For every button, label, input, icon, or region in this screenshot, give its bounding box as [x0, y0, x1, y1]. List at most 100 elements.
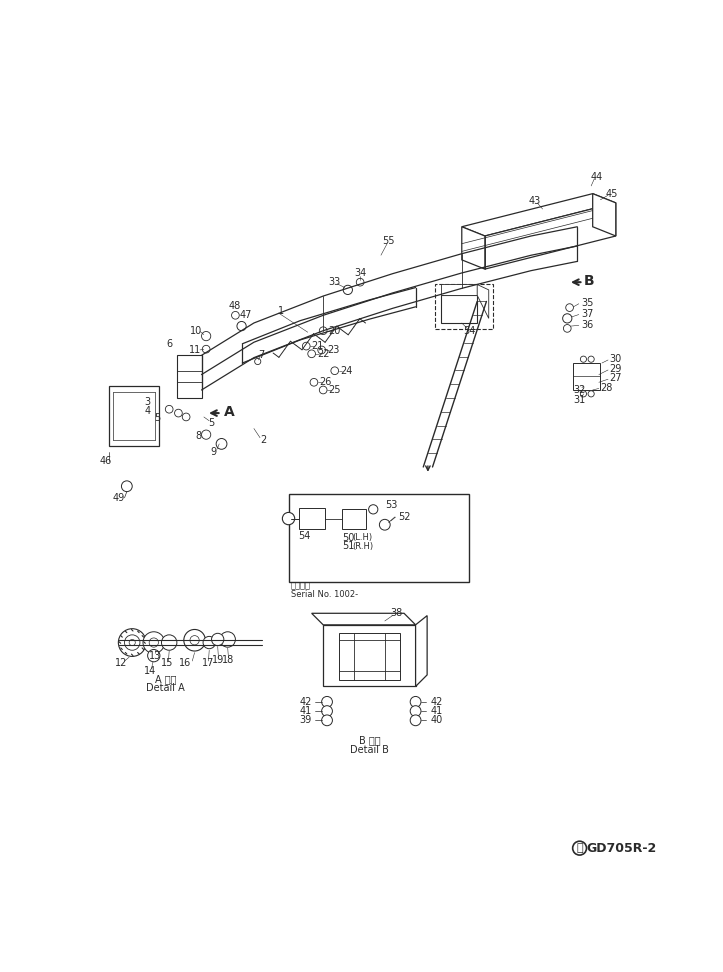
Text: 13: 13: [149, 650, 161, 661]
Polygon shape: [573, 363, 600, 390]
Circle shape: [147, 649, 160, 662]
Circle shape: [202, 331, 211, 341]
Circle shape: [254, 359, 261, 364]
Text: 34: 34: [354, 268, 367, 278]
Circle shape: [322, 697, 333, 708]
Text: 11: 11: [189, 345, 201, 355]
Circle shape: [202, 345, 210, 353]
Circle shape: [318, 346, 325, 354]
Polygon shape: [441, 295, 477, 323]
Bar: [177, 356, 202, 398]
Circle shape: [129, 640, 135, 645]
Text: 36: 36: [581, 320, 594, 330]
Circle shape: [588, 356, 594, 363]
Text: 38: 38: [390, 608, 403, 618]
Polygon shape: [462, 193, 616, 236]
Polygon shape: [477, 285, 489, 319]
Text: Detail A: Detail A: [146, 683, 184, 693]
Text: Detail B: Detail B: [350, 745, 389, 754]
Bar: [288, 494, 469, 582]
Circle shape: [283, 512, 295, 525]
Text: 23: 23: [327, 345, 339, 355]
Circle shape: [369, 504, 378, 514]
Circle shape: [322, 706, 333, 716]
Bar: [299, 507, 325, 530]
Circle shape: [308, 350, 315, 358]
Circle shape: [322, 715, 333, 726]
Circle shape: [190, 636, 200, 644]
Bar: [343, 509, 366, 529]
Text: 14: 14: [144, 666, 156, 677]
Circle shape: [174, 409, 182, 417]
Text: B 詳細: B 詳細: [359, 736, 380, 746]
Polygon shape: [416, 615, 427, 686]
Circle shape: [565, 303, 573, 311]
Text: 10: 10: [190, 326, 202, 335]
Text: 33: 33: [329, 277, 341, 287]
Circle shape: [562, 314, 572, 323]
Text: 53: 53: [385, 500, 397, 509]
Text: 5: 5: [155, 413, 161, 424]
Text: 41: 41: [299, 706, 312, 716]
Text: 54: 54: [298, 532, 310, 541]
Circle shape: [588, 391, 594, 397]
Text: 8: 8: [195, 432, 202, 441]
Circle shape: [124, 635, 140, 650]
Text: 12: 12: [114, 658, 127, 669]
Text: Ⓐ: Ⓐ: [576, 843, 583, 853]
Text: 28: 28: [600, 383, 613, 393]
Text: 35: 35: [581, 298, 594, 308]
Text: 30: 30: [609, 354, 622, 364]
Text: 54: 54: [463, 326, 476, 335]
Text: 46: 46: [100, 456, 112, 466]
Text: 27: 27: [609, 373, 622, 383]
Text: 15: 15: [161, 658, 173, 669]
Text: 29: 29: [609, 364, 622, 374]
Text: 41: 41: [431, 706, 443, 716]
Text: 31: 31: [573, 395, 586, 405]
Text: 39: 39: [299, 715, 312, 725]
Text: 22: 22: [317, 349, 330, 359]
Text: GD705R-2: GD705R-2: [587, 842, 657, 854]
Circle shape: [320, 386, 327, 394]
Circle shape: [320, 327, 327, 334]
Text: Serial No. 1002-: Serial No. 1002-: [291, 590, 358, 600]
Text: 1: 1: [278, 305, 284, 316]
Text: A: A: [224, 404, 235, 419]
Circle shape: [161, 635, 177, 650]
Circle shape: [119, 629, 146, 656]
Text: 7: 7: [258, 350, 265, 361]
Circle shape: [149, 638, 158, 647]
Text: 16: 16: [179, 658, 191, 669]
Circle shape: [212, 634, 224, 645]
Text: (L.H): (L.H): [352, 534, 372, 542]
Text: 18: 18: [223, 655, 234, 665]
Text: 48: 48: [228, 301, 241, 311]
Polygon shape: [485, 203, 616, 269]
Text: 3: 3: [145, 397, 150, 406]
Polygon shape: [462, 226, 485, 269]
Polygon shape: [441, 285, 477, 295]
Circle shape: [356, 278, 364, 286]
Text: 37: 37: [581, 309, 594, 319]
Bar: [109, 386, 159, 446]
Text: 50: 50: [343, 533, 355, 542]
Circle shape: [216, 438, 227, 449]
Circle shape: [410, 697, 421, 708]
Text: 44: 44: [591, 172, 603, 182]
Polygon shape: [312, 613, 416, 625]
Circle shape: [182, 413, 190, 421]
Circle shape: [302, 342, 310, 350]
Circle shape: [231, 311, 239, 319]
Text: 19: 19: [212, 655, 224, 665]
Text: 17: 17: [202, 658, 214, 669]
Circle shape: [203, 637, 215, 648]
Polygon shape: [338, 633, 401, 680]
Circle shape: [220, 632, 236, 647]
Circle shape: [237, 322, 247, 330]
Polygon shape: [593, 193, 616, 236]
Text: 42: 42: [431, 697, 443, 707]
Text: 32: 32: [573, 385, 586, 395]
Circle shape: [121, 481, 132, 492]
Polygon shape: [323, 625, 416, 686]
